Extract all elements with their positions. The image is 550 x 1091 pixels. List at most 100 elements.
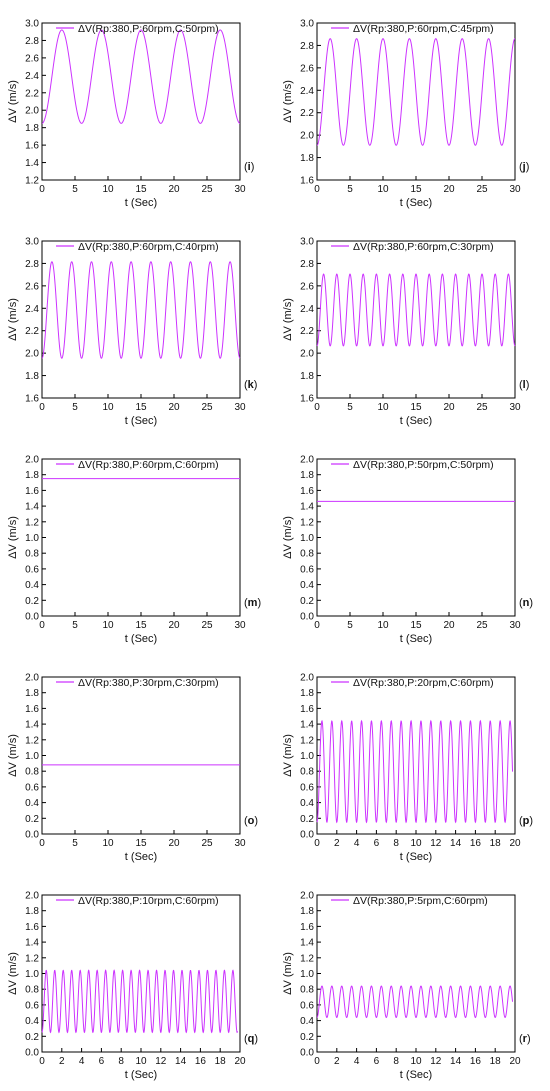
x-tick-label: 10 [135,1056,147,1067]
panel-tag: (k) [244,379,257,391]
x-tick-label: 20 [168,402,180,413]
y-tick-label: 1.4 [25,938,39,949]
series-line-j [316,38,516,146]
plot-frame [316,894,516,1053]
legend-label: ΔV(Rp:380,P:60rpm,C:45rpm) [353,23,494,35]
y-axis-label: ΔV (m/s) [7,80,19,123]
x-tick-label: 18 [490,838,502,849]
y-tick-label: 1.6 [25,394,39,405]
plot-frame [41,676,241,835]
y-tick-label: 2.0 [300,891,314,902]
legend-label: ΔV(Rp:380,P:60rpm,C:40rpm) [78,241,219,253]
x-tick-label: 2 [334,1056,340,1067]
y-tick-label: 0.4 [25,1016,39,1027]
x-tick-label: 5 [72,402,78,413]
x-tick-label: 5 [72,184,78,195]
panel-tag-letter: p [523,815,530,827]
y-tick-label: 1.6 [300,486,314,497]
x-tick-label: 10 [102,184,114,195]
chart-svg: 0.0 0.2 0.4 0.6 0.8 1.0 1.2 1.4 1.6 1.8 2.0 0 5 10 15 2… [7,673,258,864]
x-tick-label: 4 [354,1056,360,1067]
x-tick-label: 25 [201,620,213,631]
x-axis-label: t (Sec) [125,197,157,209]
y-tick-label: 1.4 [300,938,314,949]
chart-svg: 0.0 0.2 0.4 0.6 0.8 1.0 1.2 1.4 1.6 1.8 2.0 0 2 4 6 8 10… [282,673,533,864]
y-axis-label: ΔV (m/s) [282,734,294,777]
legend-label: ΔV(Rp:380,P:20rpm,C:60rpm) [353,677,494,689]
x-axis-label: t (Sec) [400,851,432,863]
series-line-r [316,985,514,1019]
x-tick-label: 4 [79,1056,85,1067]
plot-frame [316,22,516,181]
y-tick-label: 1.4 [25,502,39,513]
y-tick-label: 2.2 [25,326,39,337]
x-tick-label: 0 [314,1056,320,1067]
x-tick-label: 8 [118,1056,124,1067]
y-tick-label: 1.6 [25,704,39,715]
y-tick-label: 0.0 [300,1048,314,1059]
panel-tag-letter: o [248,815,255,827]
chart-panel-o: 0.0 0.2 0.4 0.6 0.8 1.0 1.2 1.4 1.6 1.8 2.0 0 5 10 15 2… [0,654,275,872]
panel-tag: (o) [244,815,258,827]
panel-tag-letter: r [523,1033,528,1045]
y-tick-label: 0.2 [300,596,314,607]
x-axis-label: t (Sec) [125,851,157,863]
y-tick-label: 2.0 [300,131,314,142]
panel-tag-letter: l [523,379,526,391]
panel-tag: (q) [244,1033,258,1045]
x-tick-label: 5 [347,620,353,631]
x-axis-label: t (Sec) [125,1069,157,1081]
x-tick-label: 14 [450,1056,462,1067]
y-tick-label: 1.6 [25,486,39,497]
y-tick-label: 1.0 [25,533,39,544]
x-tick-label: 10 [410,1056,422,1067]
series-line-p [316,719,514,824]
x-tick-label: 12 [430,1056,442,1067]
x-tick-label: 25 [476,620,488,631]
panel-tag-open: ( [244,379,248,391]
panel-tag-open: ( [244,597,248,609]
y-tick-label: 0.4 [25,580,39,591]
y-tick-label: 2.2 [300,326,314,337]
x-tick-label: 18 [215,1056,227,1067]
legend-label: ΔV(Rp:380,P:60rpm,C:50rpm) [78,23,219,35]
x-tick-label: 30 [234,620,246,631]
y-tick-label: 0.0 [25,1048,39,1059]
panel-tag-open: ( [244,1033,248,1045]
x-tick-label: 18 [490,1056,502,1067]
y-tick-label: 2.4 [25,71,39,82]
panel-tag-close: ) [254,1033,258,1045]
y-tick-label: 1.8 [25,906,39,917]
y-tick-label: 1.2 [25,735,39,746]
x-tick-label: 15 [135,838,147,849]
y-tick-label: 2.6 [300,63,314,74]
series-line-k [41,261,241,359]
x-tick-label: 20 [509,838,521,849]
panel-tag: (p) [519,815,533,827]
plot-frame [41,240,241,399]
y-tick-label: 1.6 [300,922,314,933]
panel-tag: (l) [519,379,529,391]
panel-tag-letter: n [523,597,530,609]
x-tick-label: 30 [509,402,521,413]
y-tick-label: 0.6 [300,1000,314,1011]
chart-svg: 0.0 0.2 0.4 0.6 0.8 1.0 1.2 1.4 1.6 1.8 2.0 0 5 10 15 2… [7,455,261,646]
y-tick-label: 0.2 [300,814,314,825]
chart-svg: 1.6 1.8 2.0 2.2 2.4 2.6 2.8 3.0 0 5 10 15 20 25 30 t (S… [282,237,529,428]
panel-tag-close: ) [254,815,258,827]
x-tick-label: 16 [195,1056,207,1067]
x-tick-label: 20 [443,184,455,195]
x-tick-label: 0 [39,1056,45,1067]
chart-panel-i: 1.2 1.4 1.6 1.8 2.0 2.2 2.4 2.6 2.8 3.0 0 5 10 15 20 25… [0,0,275,218]
y-tick-label: 0.6 [25,782,39,793]
y-tick-label: 3.0 [25,237,39,248]
y-tick-label: 0.4 [300,798,314,809]
x-tick-label: 0 [314,184,320,195]
y-tick-label: 0.2 [25,1032,39,1043]
y-tick-label: 2.0 [25,673,39,684]
y-tick-label: 1.8 [300,688,314,699]
plot-frame [316,676,516,835]
x-tick-label: 10 [102,838,114,849]
y-tick-label: 0.4 [300,1016,314,1027]
